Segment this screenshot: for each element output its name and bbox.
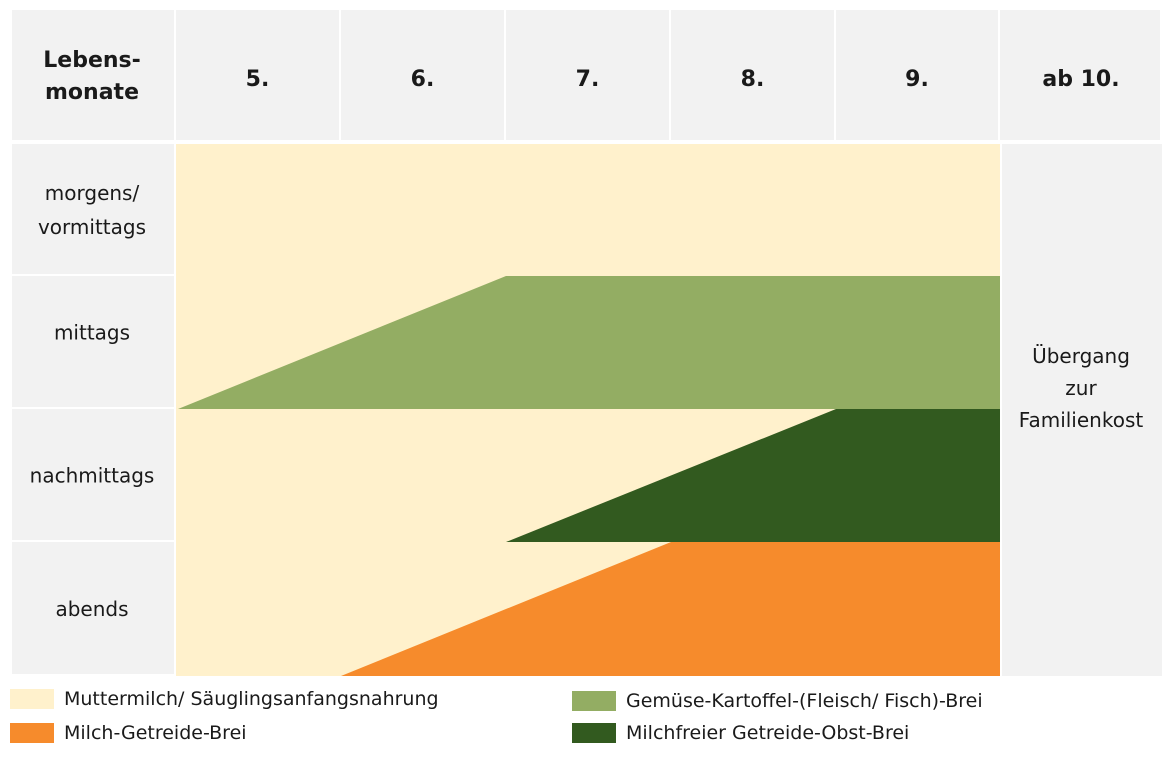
header-cell bbox=[836, 10, 998, 140]
header-month-5: 5. bbox=[246, 67, 270, 92]
header-cell bbox=[12, 10, 174, 140]
legend: Muttermilch/ Säuglingsanfangsnahrung Mil… bbox=[10, 684, 1160, 750]
header-row-label: Lebens-monate bbox=[43, 48, 141, 105]
header-month-7: 7. bbox=[576, 67, 600, 92]
legend-label-cereal-fruit: Milchfreier Getreide-Obst-Brei bbox=[626, 722, 910, 744]
header-month-9: 9. bbox=[905, 67, 929, 92]
vegetable-band bbox=[178, 276, 1000, 409]
header-cell bbox=[1000, 10, 1160, 140]
legend-item-vegetable: Gemüse-Kartoffel-(Fleisch/ Fisch)-Brei bbox=[572, 690, 983, 712]
transition-label: Übergang zur Familienkost bbox=[1019, 344, 1144, 432]
transition-cell bbox=[1002, 144, 1162, 676]
legend-item-milk: Muttermilch/ Säuglingsanfangsnahrung bbox=[10, 688, 439, 710]
legend-item-cereal-fruit: Milchfreier Getreide-Obst-Brei bbox=[572, 722, 909, 744]
legend-label-milk-cereal: Milch-Getreide-Brei bbox=[64, 722, 247, 744]
header-cell bbox=[671, 10, 834, 140]
header-month-10-plus: ab 10. bbox=[1042, 67, 1119, 92]
row-label-3: abends bbox=[55, 597, 128, 621]
header-cell bbox=[176, 10, 339, 140]
row-label-0: morgens/vormittags bbox=[38, 181, 146, 239]
milk-cereal-band bbox=[341, 542, 1000, 676]
legend-swatch-vegetable bbox=[572, 691, 616, 711]
legend-item-milk-cereal: Milch-Getreide-Brei bbox=[10, 722, 247, 744]
header-cell bbox=[506, 10, 669, 140]
header-month-8: 8. bbox=[741, 67, 765, 92]
legend-swatch-milk bbox=[10, 689, 54, 709]
cereal-fruit-band bbox=[506, 409, 1000, 542]
row-label-cell bbox=[12, 144, 174, 274]
header-month-6: 6. bbox=[411, 67, 435, 92]
legend-label-vegetable: Gemüse-Kartoffel-(Fleisch/ Fisch)-Brei bbox=[626, 690, 983, 712]
row-label-2: nachmittags bbox=[30, 464, 155, 488]
legend-label-milk: Muttermilch/ Säuglingsanfangsnahrung bbox=[64, 688, 439, 710]
row-label-cell bbox=[12, 542, 174, 674]
row-label-1: mittags bbox=[54, 321, 130, 345]
legend-swatch-milk-cereal bbox=[10, 723, 54, 743]
header-cell bbox=[341, 10, 504, 140]
row-label-cell bbox=[12, 276, 174, 407]
row-label-cell bbox=[12, 409, 174, 540]
legend-swatch-cereal-fruit bbox=[572, 723, 616, 743]
